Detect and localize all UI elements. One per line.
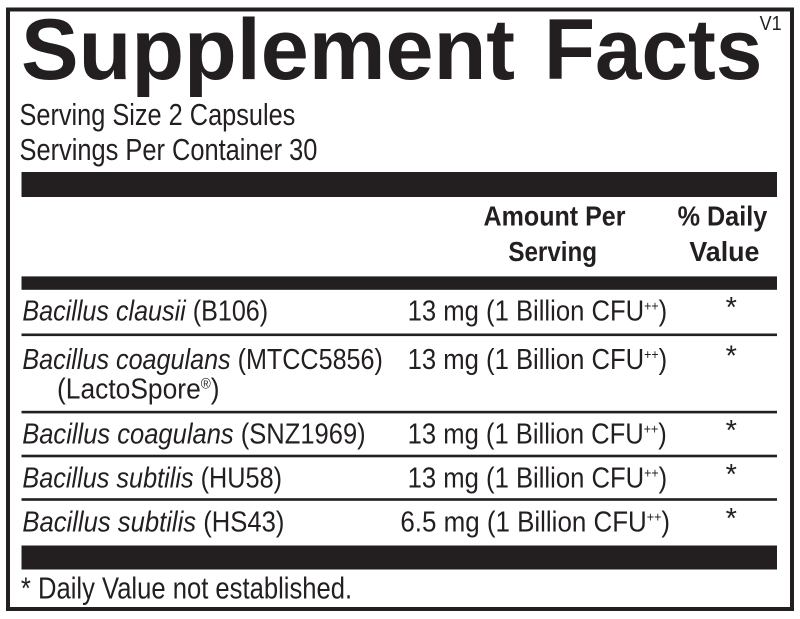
svg-text:Amount Per: Amount Per [484,200,626,232]
svg-text:13 mg (1 Billion CFU++): 13 mg (1 Billion CFU++) [408,417,667,450]
svg-text:*: * [726,341,737,373]
svg-text:*: * [726,292,737,324]
svg-text:Facts: Facts [544,1,762,97]
svg-text:*: * [726,503,737,535]
svg-text:Serving Size 2 Capsules: Serving Size 2 Capsules [20,96,296,131]
svg-text:Supplement: Supplement [21,2,515,98]
svg-text:13 mg (1 Billion CFU++): 13 mg (1 Billion CFU++) [408,294,667,327]
svg-text:Value: Value [689,235,759,267]
svg-text:(LactoSpore®): (LactoSpore®) [57,372,220,404]
svg-text:Servings Per Container 30: Servings Per Container 30 [20,132,318,167]
svg-text:*: * [726,415,737,447]
svg-text:* Daily Value not established.: * Daily Value not established. [21,571,352,606]
svg-text:6.5 mg (1 Billion CFU++): 6.5 mg (1 Billion CFU++) [400,505,670,538]
svg-text:Bacillus subtilis (HU58): Bacillus subtilis (HU58) [22,461,282,494]
svg-text:% Daily: % Daily [678,200,768,232]
svg-text:Serving: Serving [508,235,597,267]
svg-text:Bacillus clausii (B106): Bacillus clausii (B106) [22,294,268,327]
svg-text:V1: V1 [760,13,782,35]
svg-text:13 mg (1 Billion CFU++): 13 mg (1 Billion CFU++) [408,343,667,376]
svg-text:Bacillus subtilis (HS43): Bacillus subtilis (HS43) [22,505,284,538]
svg-text:*: * [726,459,737,491]
svg-text:13 mg (1 Billion CFU++): 13 mg (1 Billion CFU++) [408,461,667,494]
svg-text:Bacillus coagulans (MTCC5856): Bacillus coagulans (MTCC5856) [22,342,382,375]
svg-text:Bacillus coagulans (SNZ1969): Bacillus coagulans (SNZ1969) [22,417,365,450]
